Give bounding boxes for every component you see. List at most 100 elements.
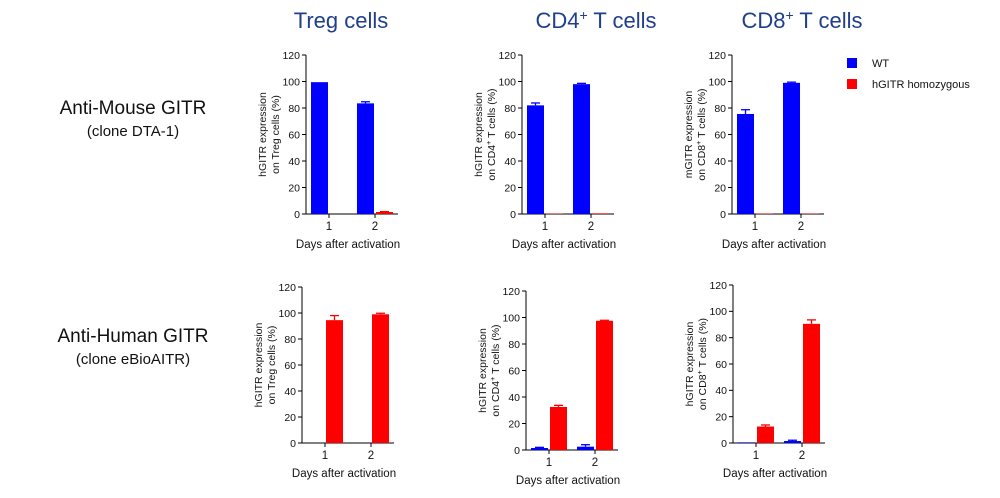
x-axis-label: Days after activation <box>723 468 827 480</box>
y-tick-label: 100 <box>502 312 520 324</box>
legend: WT hGITR homozygous <box>847 58 970 91</box>
y-tick-label: 60 <box>504 129 516 141</box>
y-tick-label: 100 <box>282 76 300 88</box>
y-tick-label: 20 <box>715 411 727 423</box>
chart-r1-c0: 0 20 40 60 80 100 120 1 2 Days after activation hG… <box>253 282 396 480</box>
bar-wt-day1 <box>738 442 755 443</box>
y-tick-label: 0 <box>290 438 296 450</box>
x-axis-label: Days after activation <box>516 475 620 487</box>
x-tick-label: 1 <box>322 450 328 462</box>
row-label-mouse: Anti-Mouse GITR <box>60 98 207 119</box>
y-axis-label-line-1: hGITR expression <box>257 92 269 177</box>
bar-wt-day2 <box>784 441 801 443</box>
y-tick-label: 100 <box>498 76 516 88</box>
y-tick-label: 20 <box>284 412 296 424</box>
y-tick-label: 0 <box>720 209 726 221</box>
y-axis-label-line-1: hGITR expression <box>473 92 485 177</box>
y-tick-label: 40 <box>715 385 727 397</box>
bar-wt-day2 <box>577 446 594 450</box>
y-tick-label: 0 <box>721 438 727 450</box>
y-tick-label: 80 <box>288 103 300 115</box>
chart-r1-c2: 0 20 40 60 80 100 120 1 2 Days after activation hG… <box>684 280 827 480</box>
x-tick-label: 1 <box>326 221 332 233</box>
y-tick-label: 80 <box>715 332 727 344</box>
y-tick-label: 60 <box>284 360 296 372</box>
bar-hgitr-day2 <box>372 314 389 443</box>
y-axis-label-line-2: on Treg cells (%) <box>266 326 278 405</box>
bar-hgitr-day2 <box>803 323 820 443</box>
x-axis-label: Days after activation <box>512 239 616 251</box>
y-tick-label: 20 <box>714 182 726 194</box>
x-tick-label: 1 <box>752 221 758 233</box>
y-tick-label: 120 <box>708 50 726 62</box>
bar-hgitr-day2 <box>376 212 393 214</box>
y-axis-label-line-2: on Treg cells (%) <box>270 95 282 174</box>
x-axis-label: Days after activation <box>722 239 826 251</box>
y-tick-label: 0 <box>510 209 516 221</box>
y-tick-label: 120 <box>709 280 727 292</box>
y-tick-label: 60 <box>714 129 726 141</box>
y-tick-label: 0 <box>514 445 520 457</box>
x-tick-label: 2 <box>799 450 805 462</box>
row-label-human: Anti-Human GITR <box>58 326 209 347</box>
y-tick-label: 100 <box>278 308 296 320</box>
y-axis-label-line-2: on CD4+ T cells (%) <box>484 88 498 180</box>
x-tick-label: 2 <box>368 450 374 462</box>
bar-wt-day1 <box>737 113 754 214</box>
row-sublabel-human: (clone eBioAITR) <box>76 351 190 368</box>
x-tick-label: 1 <box>542 221 548 233</box>
chart-r0-c0: 0 20 40 60 80 100 120 1 2 Days after activation hG… <box>257 50 400 251</box>
x-tick-label: 2 <box>798 221 804 233</box>
chart-r1-c1: 0 20 40 60 80 100 120 1 2 Days after activation hG… <box>477 286 620 487</box>
y-axis-label-line-1: hGITR expression <box>477 328 489 413</box>
y-tick-label: 20 <box>508 418 520 430</box>
y-tick-label: 40 <box>504 156 516 168</box>
y-tick-label: 40 <box>284 386 296 398</box>
y-axis-label-line-2: on CD8+ T cells (%) <box>694 88 708 180</box>
legend-label-wt: WT <box>872 58 889 70</box>
chart-r0-c1: 0 20 40 60 80 100 120 1 2 Days after activation hG… <box>473 50 616 251</box>
y-tick-label: 120 <box>498 50 516 62</box>
bar-wt-day2 <box>357 103 374 214</box>
x-tick-label: 2 <box>592 457 598 469</box>
x-tick-label: 1 <box>546 457 552 469</box>
column-title-treg: Treg cells <box>294 8 389 33</box>
x-axis-label: Days after activation <box>296 239 400 251</box>
bar-hgitr-day1 <box>326 320 343 443</box>
y-tick-label: 120 <box>282 50 300 62</box>
y-axis-label-line-1: mGITR expression <box>683 91 695 179</box>
y-tick-label: 40 <box>508 392 520 404</box>
row-sublabel-mouse: (clone DTA-1) <box>87 123 179 140</box>
y-tick-label: 40 <box>714 156 726 168</box>
x-axis-label: Days after activation <box>292 468 396 480</box>
y-tick-label: 100 <box>709 306 727 318</box>
x-tick-label: 1 <box>753 450 759 462</box>
bar-hgitr-day2 <box>596 320 613 450</box>
bar-hgitr-day2 <box>592 213 609 214</box>
x-tick-label: 2 <box>372 221 378 233</box>
bar-wt-day2 <box>573 84 590 215</box>
legend-label-hgitr: hGITR homozygous <box>872 79 970 91</box>
legend-swatch-hgitr <box>847 79 857 89</box>
bar-hgitr-day1 <box>550 406 567 450</box>
y-axis-label-line-2: on CD8+ T cells (%) <box>695 318 709 410</box>
column-title-cd8: CD8+ T cells <box>741 7 862 33</box>
bar-wt-day1 <box>531 448 548 450</box>
y-tick-label: 60 <box>508 365 520 377</box>
x-tick-label: 2 <box>588 221 594 233</box>
legend-swatch-wt <box>847 58 857 68</box>
bar-wt-day1 <box>311 82 328 214</box>
y-tick-label: 120 <box>502 286 520 298</box>
y-tick-label: 20 <box>504 182 516 194</box>
bar-wt-day1 <box>527 105 544 214</box>
y-tick-label: 80 <box>714 103 726 115</box>
bar-wt-day2 <box>783 82 800 214</box>
y-tick-label: 120 <box>278 282 296 294</box>
y-tick-label: 20 <box>288 182 300 194</box>
y-axis-label-line-2: on CD4+ T cells (%) <box>488 324 502 416</box>
y-tick-label: 100 <box>708 76 726 88</box>
y-tick-label: 80 <box>284 334 296 346</box>
y-tick-label: 60 <box>715 359 727 371</box>
